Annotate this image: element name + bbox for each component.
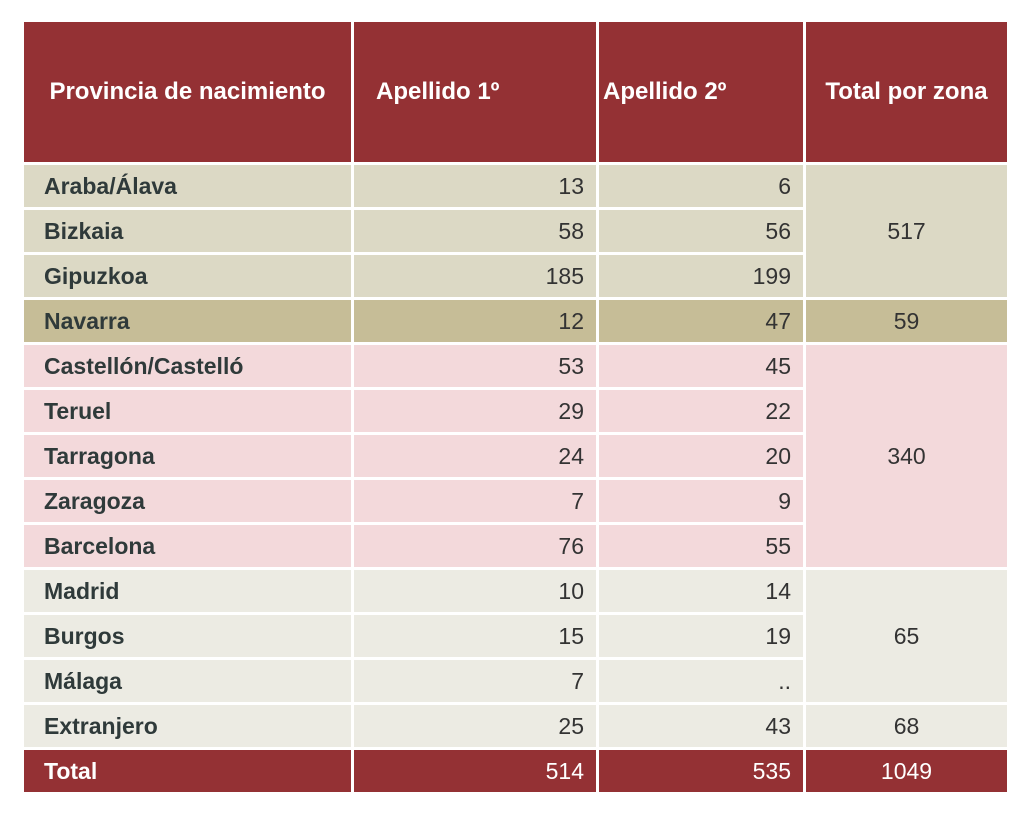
cell-apellido1: 7 <box>354 480 596 522</box>
cell-apellido2: 6 <box>599 165 803 207</box>
cell-provincia: Teruel <box>24 390 351 432</box>
cell-apellido2: 45 <box>599 345 803 387</box>
header-total-zona: Total por zona <box>806 22 1007 162</box>
cell-apellido1: 25 <box>354 705 596 747</box>
table-row: Zaragoza 7 9 <box>24 480 1007 522</box>
cell-provincia: Madrid <box>24 570 351 612</box>
cell-apellido2: 22 <box>599 390 803 432</box>
cell-apellido2: 43 <box>599 705 803 747</box>
cell-provincia: Bizkaia <box>24 210 351 252</box>
table-row: Bizkaia 58 56 <box>24 210 1007 252</box>
cell-provincia: Navarra <box>24 300 351 342</box>
table-row: Barcelona 76 55 <box>24 525 1007 567</box>
cell-apellido1: 7 <box>354 660 596 702</box>
cell-total-zona: 68 <box>806 705 1007 747</box>
table-row: Tarragona 24 20 <box>24 435 1007 477</box>
cell-provincia: Castellón/Castelló <box>24 345 351 387</box>
table-row: Navarra 12 47 59 <box>24 300 1007 342</box>
cell-provincia: Zaragoza <box>24 480 351 522</box>
cell-total-zona: 340 <box>806 345 1007 567</box>
cell-apellido1: 15 <box>354 615 596 657</box>
cell-provincia: Barcelona <box>24 525 351 567</box>
table-row: Madrid 10 14 65 <box>24 570 1007 702</box>
surnames-table: Provincia de nacimiento Apellido 1º Apel… <box>21 19 1010 795</box>
cell-apellido2: 199 <box>599 255 803 297</box>
table-row: Araba/Álava 13 6 517 <box>24 165 1007 297</box>
total-row: Total 514 535 1049 <box>24 750 1007 792</box>
cell-apellido1: 53 <box>354 345 596 387</box>
table-row: Málaga 7 .. <box>24 660 1007 702</box>
cell-apellido2: 47 <box>599 300 803 342</box>
cell-apellido2: 20 <box>599 435 803 477</box>
cell-provincia: Burgos <box>24 615 351 657</box>
cell-total-zona: 517 <box>806 165 1007 297</box>
table-row: Burgos 15 19 <box>24 615 1007 657</box>
total-label: Total <box>24 750 351 792</box>
total-zona: 1049 <box>806 750 1007 792</box>
total-apellido2: 535 <box>599 750 803 792</box>
cell-apellido1: 10 <box>354 570 596 612</box>
cell-apellido1: 12 <box>354 300 596 342</box>
cell-apellido1: 29 <box>354 390 596 432</box>
cell-apellido1: 58 <box>354 210 596 252</box>
table-row: Extranjero 25 43 68 <box>24 705 1007 747</box>
header-provincia: Provincia de nacimiento <box>24 22 351 162</box>
table-row: Castellón/Castelló 53 45 340 <box>24 345 1007 567</box>
cell-apellido1: 76 <box>354 525 596 567</box>
table-row: Gipuzkoa 185 199 <box>24 255 1007 297</box>
cell-apellido1: 13 <box>354 165 596 207</box>
cell-provincia: Tarragona <box>24 435 351 477</box>
header-apellido1: Apellido 1º <box>354 22 596 162</box>
cell-apellido2: 56 <box>599 210 803 252</box>
cell-provincia: Málaga <box>24 660 351 702</box>
cell-apellido1: 185 <box>354 255 596 297</box>
table-row: Teruel 29 22 <box>24 390 1007 432</box>
total-apellido1: 514 <box>354 750 596 792</box>
header-row: Provincia de nacimiento Apellido 1º Apel… <box>24 22 1007 162</box>
cell-apellido1: 24 <box>354 435 596 477</box>
cell-provincia: Gipuzkoa <box>24 255 351 297</box>
cell-apellido2: 9 <box>599 480 803 522</box>
cell-total-zona: 59 <box>806 300 1007 342</box>
cell-provincia: Extranjero <box>24 705 351 747</box>
cell-apellido2: 19 <box>599 615 803 657</box>
cell-total-zona: 65 <box>806 570 1007 702</box>
cell-provincia: Araba/Álava <box>24 165 351 207</box>
header-apellido2: Apellido 2º <box>599 22 803 162</box>
cell-apellido2: .. <box>599 660 803 702</box>
cell-apellido2: 55 <box>599 525 803 567</box>
cell-apellido2: 14 <box>599 570 803 612</box>
